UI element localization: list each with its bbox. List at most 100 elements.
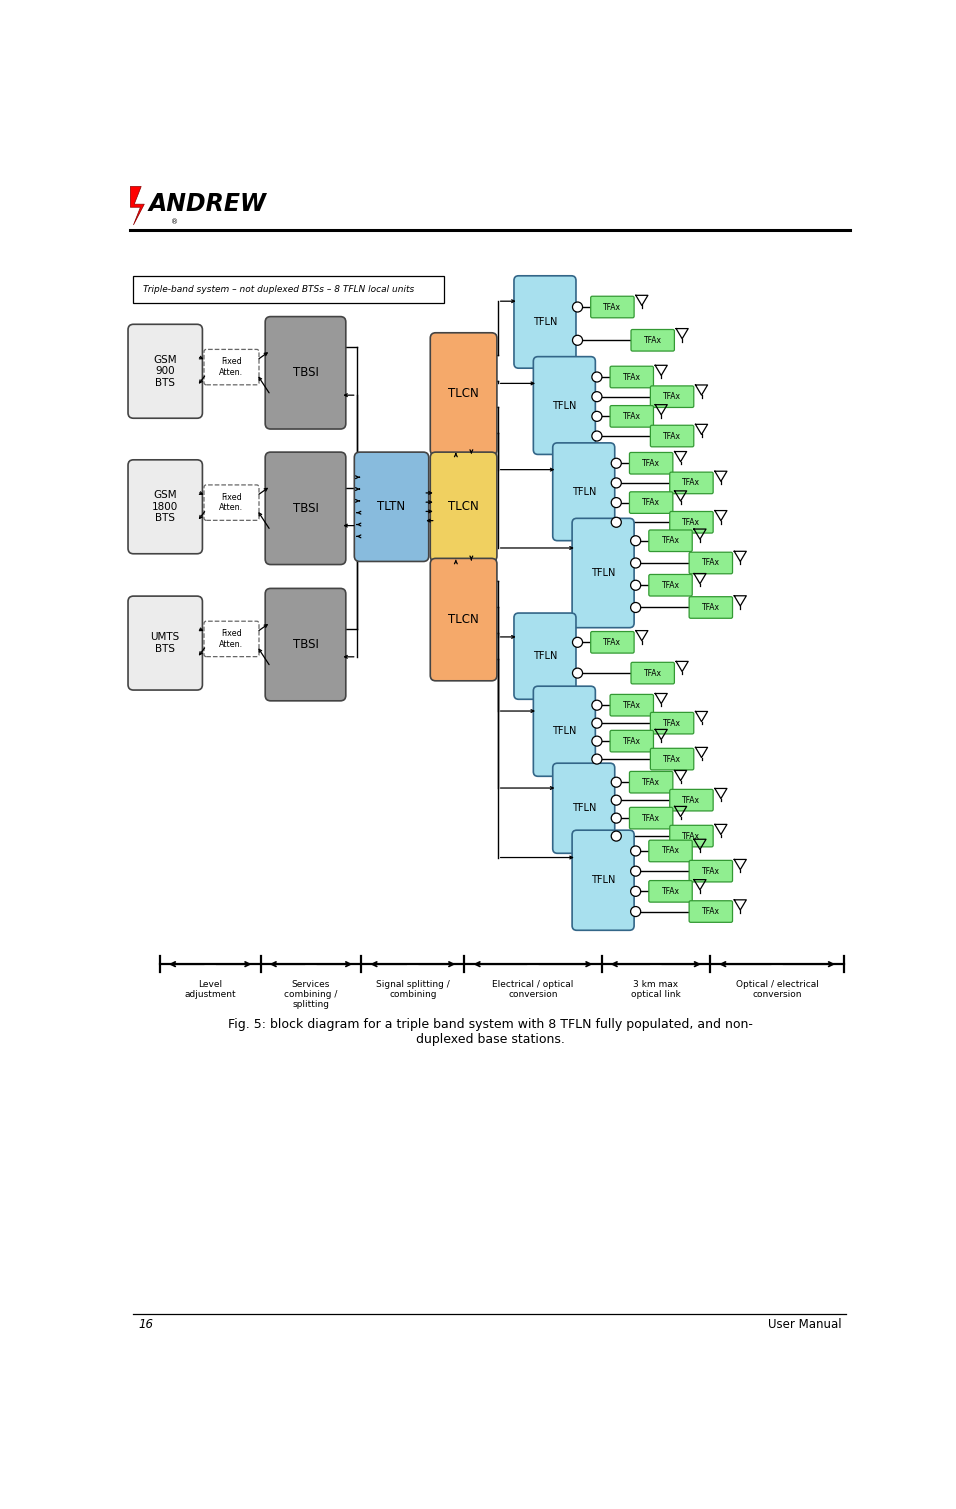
Text: TFLN: TFLN [572, 803, 596, 813]
Text: TFAx: TFAx [683, 518, 701, 527]
Circle shape [592, 373, 602, 382]
FancyBboxPatch shape [128, 596, 203, 690]
FancyBboxPatch shape [553, 442, 615, 540]
Text: Fig. 5: block diagram for a triple band system with 8 TFLN fully populated, and : Fig. 5: block diagram for a triple band … [228, 1019, 752, 1046]
Text: TFAx: TFAx [662, 581, 680, 590]
FancyBboxPatch shape [631, 662, 674, 684]
FancyBboxPatch shape [355, 453, 428, 561]
Text: UMTS
BTS: UMTS BTS [151, 632, 180, 653]
Text: 16: 16 [139, 1317, 154, 1331]
Polygon shape [130, 187, 144, 225]
Text: TFAx: TFAx [622, 736, 641, 745]
FancyBboxPatch shape [689, 860, 732, 881]
FancyBboxPatch shape [649, 530, 692, 551]
Circle shape [573, 637, 582, 647]
Text: TFLN: TFLN [572, 487, 596, 496]
Text: TFAx: TFAx [702, 558, 720, 567]
Text: TFAx: TFAx [642, 459, 661, 468]
Text: TFAx: TFAx [642, 813, 661, 822]
Text: TBSI: TBSI [293, 367, 318, 379]
Circle shape [611, 813, 621, 822]
Text: Fixed
Atten.: Fixed Atten. [220, 629, 244, 649]
Text: TFAx: TFAx [702, 866, 720, 875]
Circle shape [573, 335, 582, 346]
Text: TFAx: TFAx [643, 668, 662, 678]
Circle shape [573, 302, 582, 312]
FancyBboxPatch shape [610, 367, 654, 388]
FancyBboxPatch shape [572, 830, 634, 930]
FancyBboxPatch shape [533, 356, 596, 454]
FancyBboxPatch shape [629, 453, 673, 474]
Circle shape [592, 718, 602, 729]
FancyBboxPatch shape [533, 687, 596, 776]
FancyBboxPatch shape [430, 453, 497, 561]
FancyBboxPatch shape [689, 596, 732, 619]
Text: TLCN: TLCN [448, 388, 479, 400]
Text: Fixed
Atten.: Fixed Atten. [220, 358, 244, 377]
FancyBboxPatch shape [689, 901, 732, 922]
Text: TFAx: TFAx [642, 777, 661, 786]
Circle shape [592, 754, 602, 764]
Text: Signal splitting /
combining: Signal splitting / combining [376, 979, 449, 999]
FancyBboxPatch shape [670, 472, 713, 493]
FancyBboxPatch shape [610, 730, 654, 751]
Text: TLCN: TLCN [448, 501, 479, 513]
Circle shape [611, 498, 621, 507]
FancyBboxPatch shape [649, 881, 692, 902]
Text: GSM
1800
BTS: GSM 1800 BTS [152, 490, 179, 524]
Text: Optical / electrical
conversion: Optical / electrical conversion [736, 979, 818, 999]
FancyBboxPatch shape [133, 276, 445, 303]
FancyBboxPatch shape [649, 575, 692, 596]
FancyBboxPatch shape [265, 317, 346, 429]
FancyBboxPatch shape [670, 512, 713, 533]
FancyBboxPatch shape [650, 712, 694, 733]
FancyBboxPatch shape [514, 276, 576, 368]
Text: TFAx: TFAx [683, 795, 701, 804]
Text: 3 km max
optical link: 3 km max optical link [631, 979, 681, 999]
Circle shape [573, 668, 582, 678]
FancyBboxPatch shape [128, 324, 203, 418]
Text: TFAx: TFAx [702, 604, 720, 613]
Text: TFAx: TFAx [622, 373, 641, 382]
FancyBboxPatch shape [265, 589, 346, 700]
FancyBboxPatch shape [649, 841, 692, 862]
Text: TBSI: TBSI [293, 502, 318, 515]
Text: TFAx: TFAx [603, 302, 621, 311]
FancyBboxPatch shape [204, 350, 259, 385]
Text: TFAx: TFAx [663, 432, 681, 441]
FancyBboxPatch shape [430, 333, 497, 456]
Circle shape [592, 700, 602, 711]
FancyBboxPatch shape [689, 552, 732, 573]
Circle shape [611, 459, 621, 468]
FancyBboxPatch shape [670, 825, 713, 847]
Circle shape [611, 478, 621, 487]
Text: TFAx: TFAx [622, 412, 641, 421]
Circle shape [592, 412, 602, 421]
FancyBboxPatch shape [430, 558, 497, 681]
FancyBboxPatch shape [629, 492, 673, 513]
Text: Services
combining /
splitting: Services combining / splitting [284, 979, 337, 1010]
Text: ANDREW: ANDREW [148, 192, 266, 216]
FancyBboxPatch shape [265, 453, 346, 564]
Text: Electrical / optical
conversion: Electrical / optical conversion [492, 979, 574, 999]
Text: TFLN: TFLN [591, 567, 616, 578]
Text: TFLN: TFLN [532, 652, 557, 661]
Circle shape [631, 536, 641, 546]
Text: TBSI: TBSI [293, 638, 318, 650]
Circle shape [592, 432, 602, 441]
Text: TLTN: TLTN [378, 501, 405, 513]
Text: Triple-band system – not duplexed BTSs – 8 TFLN local units: Triple-band system – not duplexed BTSs –… [142, 285, 414, 294]
Text: TFAx: TFAx [662, 536, 680, 545]
FancyBboxPatch shape [629, 807, 673, 828]
Text: TFAx: TFAx [663, 718, 681, 727]
FancyBboxPatch shape [629, 771, 673, 792]
Text: TFAx: TFAx [622, 700, 641, 709]
FancyBboxPatch shape [204, 484, 259, 521]
FancyBboxPatch shape [670, 789, 713, 810]
FancyBboxPatch shape [572, 518, 634, 628]
FancyBboxPatch shape [514, 613, 576, 699]
Text: TFLN: TFLN [553, 400, 576, 410]
FancyBboxPatch shape [650, 426, 694, 447]
Text: TFAx: TFAx [663, 392, 681, 401]
FancyBboxPatch shape [128, 460, 203, 554]
